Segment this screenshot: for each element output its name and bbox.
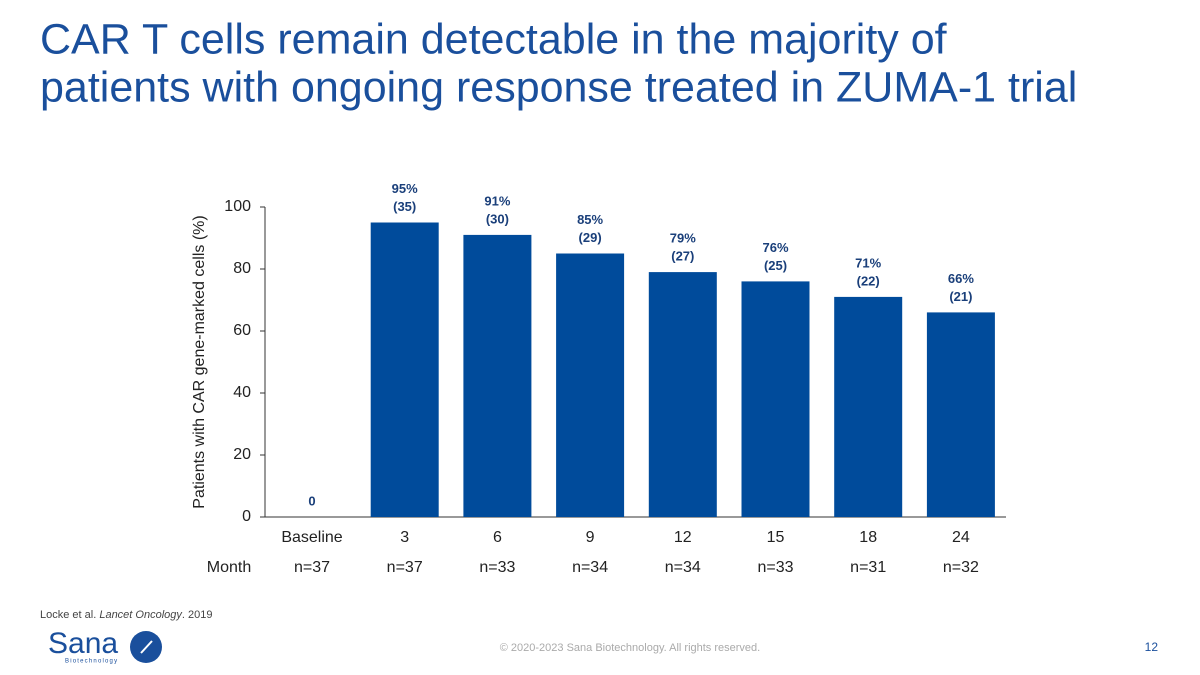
bar — [926, 312, 995, 517]
count-label: (25) — [764, 258, 787, 273]
value-label: 71% — [855, 255, 881, 270]
x-tick-label: 15 — [767, 529, 785, 546]
value-label: 85% — [577, 212, 603, 227]
x-tick-label: 18 — [859, 529, 877, 546]
n-label: n=33 — [479, 559, 515, 576]
source-part: . 2019 — [182, 609, 213, 621]
title-line: CAR T cells remain detectable in the maj… — [40, 15, 948, 63]
bar — [556, 253, 625, 517]
n-label: n=31 — [850, 559, 886, 576]
count-label: (22) — [857, 273, 880, 288]
value-label: 91% — [484, 193, 510, 208]
y-tick-label: 20 — [233, 446, 251, 463]
y-tick-label: 100 — [224, 198, 251, 215]
title-line: patients with ongoing response treated i… — [40, 63, 1077, 111]
value-label: 66% — [948, 271, 974, 286]
x-axis-label: Month — [207, 559, 251, 576]
y-tick-label: 80 — [233, 260, 251, 277]
count-label: (35) — [393, 199, 416, 214]
count-label: (30) — [486, 211, 509, 226]
y-tick-label: 0 — [242, 508, 251, 525]
x-tick-label: 24 — [952, 529, 970, 546]
bar — [834, 296, 903, 517]
source-part: Locke et al. — [40, 609, 99, 621]
x-tick-label: Baseline — [281, 529, 342, 546]
bar — [463, 234, 532, 517]
x-tick-label: 6 — [493, 529, 502, 546]
n-label: n=34 — [665, 559, 701, 576]
copyright: © 2020-2023 Sana Biotechnology. All righ… — [500, 642, 760, 654]
bar — [648, 272, 717, 517]
value-label: 95% — [392, 181, 418, 196]
n-label: n=32 — [943, 559, 979, 576]
bar — [741, 281, 810, 517]
value-label: 76% — [762, 240, 788, 255]
value-label: 0 — [308, 493, 315, 508]
x-tick-label: 3 — [400, 529, 409, 546]
logo: Sana — [48, 627, 118, 660]
source-part: Lancet Oncology — [99, 609, 183, 621]
count-label: (27) — [671, 249, 694, 264]
x-tick-label: 9 — [586, 529, 595, 546]
value-label: 79% — [670, 231, 696, 246]
n-label: n=33 — [757, 559, 793, 576]
page-number: 12 — [1145, 640, 1159, 654]
count-label: (21) — [949, 289, 972, 304]
n-label: n=37 — [294, 559, 330, 576]
n-label: n=34 — [572, 559, 608, 576]
x-tick-label: 12 — [674, 529, 692, 546]
logo-mark — [140, 640, 153, 654]
y-axis-label: Patients with CAR gene-marked cells (%) — [191, 215, 208, 508]
y-tick-label: 40 — [233, 384, 251, 401]
source: Locke et al. Lancet Oncology. 2019 — [40, 609, 212, 621]
y-tick-label: 60 — [233, 322, 251, 339]
logo-sub: Biotechnology — [65, 659, 118, 665]
n-label: n=37 — [387, 559, 423, 576]
bar — [370, 222, 439, 517]
count-label: (29) — [579, 230, 602, 245]
